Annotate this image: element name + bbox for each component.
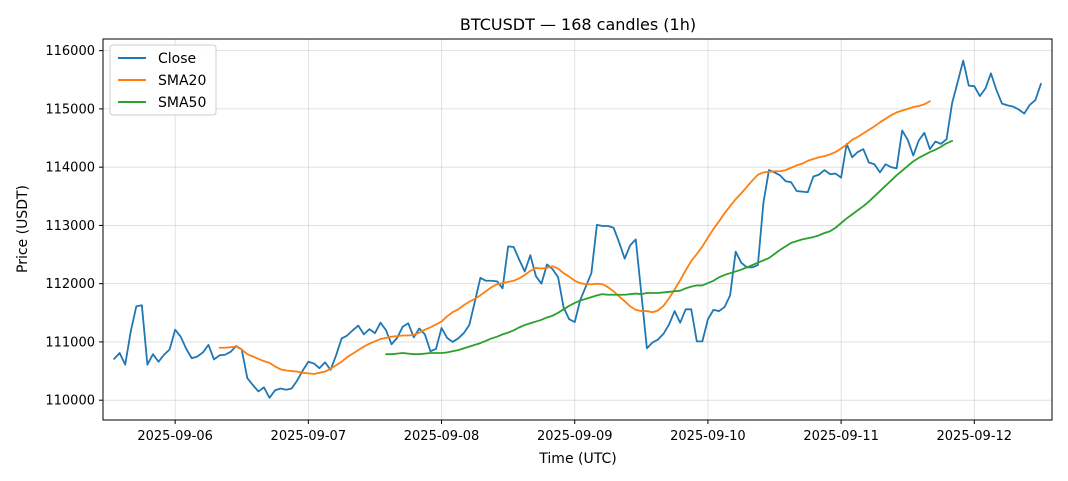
series-line-close (113, 59, 1042, 399)
grid-layer (103, 39, 1052, 420)
x-tick-label: 2025-09-11 (803, 429, 879, 444)
legend-label: SMA50 (158, 95, 206, 111)
y-axis-title: Price (USDT) (15, 185, 31, 273)
legend-label: SMA20 (158, 73, 206, 89)
x-tick-label: 2025-09-08 (404, 429, 480, 444)
chart-title: BTCUSDT — 168 candles (1h) (460, 15, 696, 34)
x-axis: 2025-09-06 2025-09-07 2025-09-08 2025-09-09… (137, 420, 1012, 444)
legend-label: Close (158, 51, 196, 67)
x-axis-title: Time (UTC) (538, 451, 616, 467)
series-line-sma20 (218, 100, 931, 375)
series-layer (113, 59, 1042, 399)
y-tick-label: 114000 (45, 161, 95, 176)
x-tick-label: 2025-09-12 (937, 429, 1013, 444)
x-tick-label: 2025-09-10 (670, 429, 746, 444)
y-tick-label: 113000 (45, 219, 95, 234)
y-tick-label: 111000 (45, 335, 95, 350)
legend-box (109, 44, 217, 116)
plot-frame (102, 38, 1053, 421)
y-axis: 110000 111000 112000 113000 114000 115000 1160… (45, 44, 103, 409)
x-tick-label: 2025-09-07 (271, 429, 347, 444)
x-tick-label: 2025-09-06 (137, 429, 213, 444)
y-tick-label: 116000 (45, 44, 95, 59)
legend: Close SMA20 SMA50 (109, 44, 217, 116)
x-tick-label: 2025-09-09 (537, 429, 613, 444)
y-tick-label: 115000 (45, 102, 95, 117)
series-line-sma50 (385, 140, 954, 356)
y-tick-label: 112000 (45, 277, 95, 292)
y-tick-label: 110000 (45, 394, 95, 409)
